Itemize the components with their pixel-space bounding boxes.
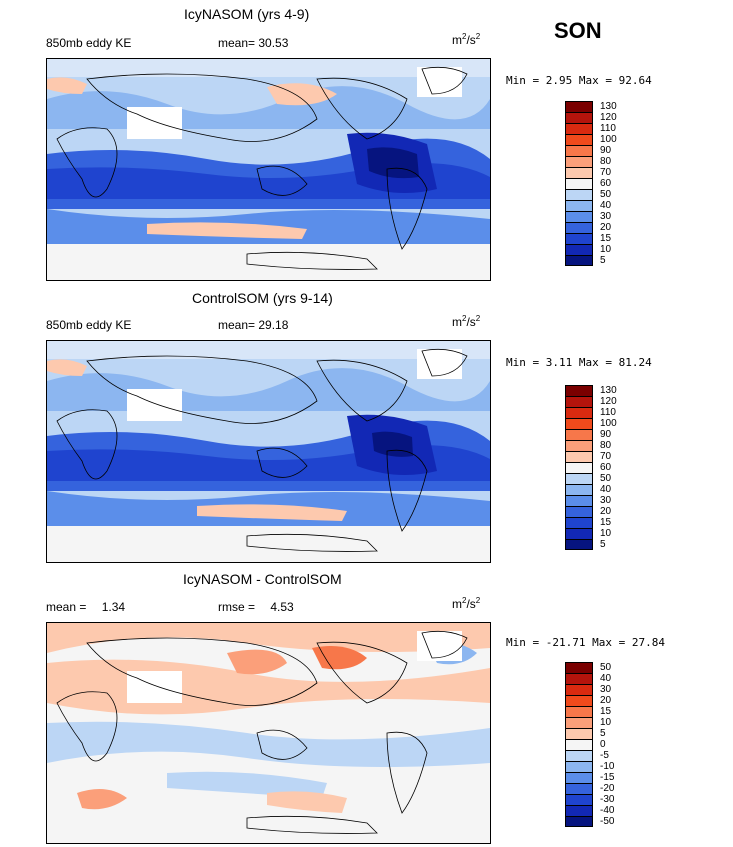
panel1-minmax: Min = 2.95 Max = 92.64 — [506, 74, 652, 87]
colorbar-tick: 10 — [600, 244, 612, 255]
colorbar-tick: 15 — [600, 517, 612, 528]
panel2-colorbar-ticks: 130 120 110 100 90 80 70 60 50 40 30 20 … — [600, 385, 617, 550]
colorbar-tick: 50 — [600, 473, 612, 484]
colorbar-tick: 30 — [600, 211, 612, 222]
panel1-colorbar — [565, 101, 593, 266]
colorbar-tick: 30 — [600, 684, 612, 695]
panel3-title: IcyNASOM - ControlSOM — [183, 571, 342, 587]
colorbar-tick: 90 — [600, 429, 612, 440]
colorbar-tick: 30 — [600, 495, 612, 506]
colorbar-tick: 40 — [600, 673, 612, 684]
panel3-colorbar — [565, 662, 593, 827]
colorbar-tick: 5 — [600, 728, 606, 739]
colorbar-tick: -20 — [600, 783, 615, 794]
colorbar-tick: 130 — [600, 385, 617, 396]
colorbar-tick: 70 — [600, 451, 612, 462]
panel1-colorbar-ticks: 130 120 110 100 90 80 70 60 50 40 30 20 … — [600, 101, 617, 266]
colorbar-tick: -30 — [600, 794, 615, 805]
panel3-rmse-value: 4.53 — [270, 600, 294, 614]
panel1-title: IcyNASOM (yrs 4-9) — [184, 6, 310, 22]
colorbar-tick: 70 — [600, 167, 612, 178]
colorbar-tick: 10 — [600, 717, 612, 728]
colorbar-tick: 0 — [600, 739, 606, 750]
colorbar-tick: 5 — [600, 539, 606, 550]
colorbar-tick: 100 — [600, 418, 617, 429]
colorbar-tick: 20 — [600, 695, 612, 706]
colorbar-tick: 110 — [600, 123, 616, 134]
colorbar-tick: 40 — [600, 484, 612, 495]
colorbar-tick: 60 — [600, 178, 612, 189]
colorbar-tick: 110 — [600, 407, 616, 418]
panel1-map — [46, 58, 491, 281]
panel1-variable-label: 850mb eddy KE — [46, 36, 132, 50]
panel2-mean-value: 29.18 — [258, 318, 289, 332]
panel2-units: m2/s2 — [452, 314, 481, 329]
colorbar-tick: 60 — [600, 462, 612, 473]
colorbar-tick: 120 — [600, 396, 617, 407]
panel3-mean: mean = 1.34 — [46, 600, 125, 614]
panel2-title: ControlSOM (yrs 9-14) — [192, 290, 333, 306]
colorbar-tick: 50 — [600, 189, 612, 200]
colorbar-tick: 130 — [600, 101, 617, 112]
colorbar-tick: -50 — [600, 816, 615, 827]
panel2-mean-label: mean= — [218, 318, 256, 332]
panel2-mean: mean= 29.18 — [218, 318, 288, 332]
colorbar-tick: 10 — [600, 528, 612, 539]
panel3-mean-label: mean = — [46, 600, 87, 614]
colorbar-tick: -15 — [600, 772, 615, 783]
panel3-rmse-label: rmse = — [218, 600, 256, 614]
panel1-units: m2/s2 — [452, 32, 481, 47]
panel3-mean-value: 1.34 — [101, 600, 126, 614]
colorbar-tick: -10 — [600, 761, 615, 772]
colorbar-tick: 80 — [600, 440, 612, 451]
panel3-map — [46, 622, 491, 844]
panel1-mean: mean= 30.53 — [218, 36, 288, 50]
colorbar-tick: 50 — [600, 662, 612, 673]
panel2-variable-label: 850mb eddy KE — [46, 318, 132, 332]
panel2-minmax: Min = 3.11 Max = 81.24 — [506, 356, 652, 369]
colorbar-tick: 40 — [600, 200, 612, 211]
panel3-colorbar-ticks: 50 40 30 20 15 10 5 0 -5 -10 -15 -20 -30… — [600, 662, 614, 827]
colorbar-tick: 20 — [600, 506, 612, 517]
colorbar-tick: 20 — [600, 222, 612, 233]
panel1-mean-value: 30.53 — [258, 36, 289, 50]
colorbar-tick: -40 — [600, 805, 615, 816]
season-label: SON — [554, 18, 602, 43]
colorbar-tick: 5 — [600, 255, 606, 266]
colorbar-tick: 15 — [600, 233, 612, 244]
panel3-minmax: Min = -21.71 Max = 27.84 — [506, 636, 665, 649]
panel1-mean-label: mean= — [218, 36, 256, 50]
panel2-map — [46, 340, 491, 563]
colorbar-tick: 15 — [600, 706, 612, 717]
panel3-units: m2/s2 — [452, 596, 481, 611]
colorbar-tick: 120 — [600, 112, 617, 123]
colorbar-tick: 90 — [600, 145, 612, 156]
panel3-rmse: rmse = 4.53 — [218, 600, 294, 614]
colorbar-tick: -5 — [600, 750, 609, 761]
colorbar-tick: 100 — [600, 134, 617, 145]
colorbar-tick: 80 — [600, 156, 612, 167]
panel2-colorbar — [565, 385, 593, 550]
